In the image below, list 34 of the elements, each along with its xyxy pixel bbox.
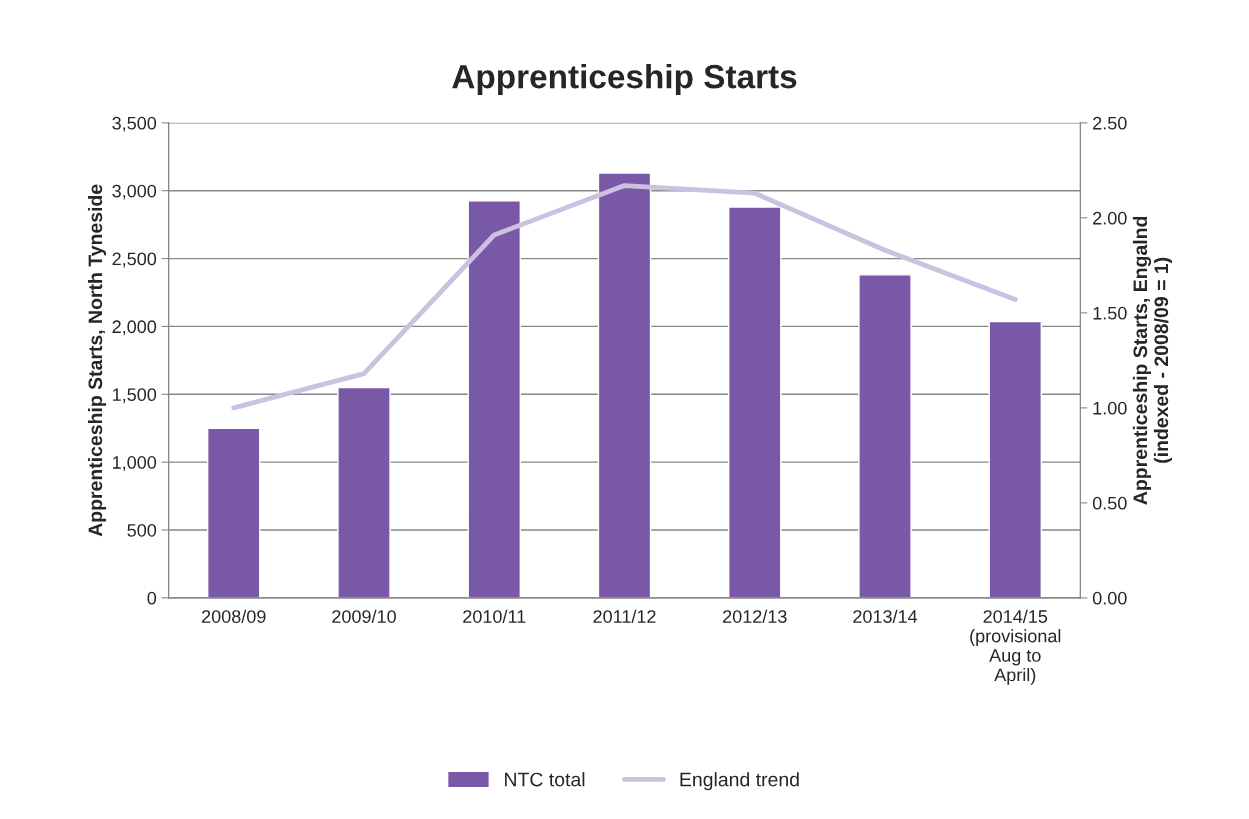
bar	[597, 172, 652, 598]
bar	[467, 200, 521, 598]
bar	[988, 320, 1043, 598]
line-series	[231, 183, 1018, 411]
x-tick-label: 2011/12	[593, 609, 656, 623]
y-tick-label: 1,000	[113, 456, 157, 471]
y2-tick-label: 0.00	[1092, 591, 1127, 605]
y2-tick-label: 2.50	[1093, 116, 1127, 130]
bar	[728, 206, 782, 598]
x-tick-label: 2012/13	[723, 609, 787, 623]
x-tick-label: 2013/14	[853, 609, 918, 623]
y-tick-label: 1,500	[113, 388, 157, 404]
y-tick-label: 3,500	[112, 116, 157, 132]
bar	[858, 274, 912, 598]
x-tick-label: 2009/10	[332, 609, 396, 623]
x-tick-label: 2010/11	[463, 609, 526, 623]
y-tick-label: 3,000	[112, 184, 157, 200]
y2-tick-label: 1.50	[1093, 306, 1127, 320]
y-tick-label: 2,000	[112, 320, 157, 336]
legend-label: NTC total	[505, 772, 585, 787]
bar	[337, 386, 391, 598]
y-tick-label: 500	[127, 523, 157, 537]
x-tick-label: 2008/09	[202, 609, 266, 623]
y-tick-label: 0	[147, 591, 157, 605]
y2-tick-label: 1.00	[1093, 401, 1127, 415]
x-tick-label: 2014/15 (provisional Aug to April)	[970, 609, 1061, 685]
y2-tick-label: 2.00	[1093, 211, 1127, 225]
y2-tick-label: 0.50	[1092, 496, 1127, 510]
y2-axis-title: Apprenticeship Starts, Engalnd (indexed - 2008/09 = 1)	[1132, 216, 1173, 505]
y-tick-label: 2,500	[112, 252, 157, 268]
legend-label: England trend	[680, 772, 799, 791]
bar	[206, 427, 261, 598]
y-axis-title: Apprenticeship Starts, North Tyneside	[87, 184, 107, 537]
chart-title: Apprenticeship Starts	[452, 63, 797, 96]
